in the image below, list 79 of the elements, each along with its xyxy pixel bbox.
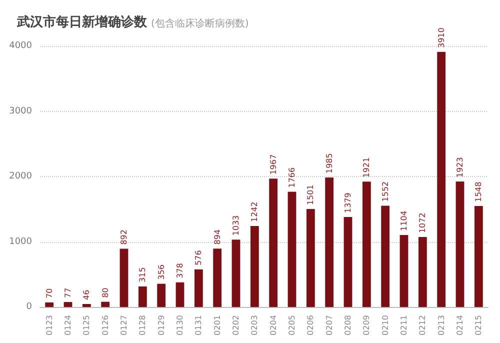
bar bbox=[250, 226, 259, 307]
bar bbox=[120, 248, 128, 307]
bar bbox=[381, 206, 390, 307]
x-tick-label: 0204 bbox=[268, 315, 278, 336]
bar bbox=[437, 52, 446, 307]
bar bbox=[456, 182, 464, 307]
y-tick-label: 3000 bbox=[9, 106, 32, 116]
bar bbox=[269, 178, 278, 307]
data-label: 356 bbox=[156, 264, 166, 280]
x-tick-label: 0128 bbox=[138, 315, 148, 336]
bar bbox=[474, 206, 483, 307]
x-tick-label: 0131 bbox=[194, 315, 204, 336]
x-tick-label: 0207 bbox=[324, 315, 334, 336]
x-tick-label: 0213 bbox=[436, 315, 446, 336]
bar bbox=[306, 209, 315, 307]
y-tick-label: 0 bbox=[26, 302, 32, 312]
data-label: 1921 bbox=[362, 157, 372, 178]
x-tick-label: 0201 bbox=[212, 315, 222, 336]
y-tick-label: 1000 bbox=[9, 236, 32, 247]
bar bbox=[362, 182, 371, 307]
data-label: 1985 bbox=[324, 153, 334, 174]
data-label: 80 bbox=[100, 288, 110, 298]
data-label: 378 bbox=[176, 263, 184, 278]
data-label: 1552 bbox=[380, 181, 390, 202]
x-tick-label: 0203 bbox=[250, 315, 260, 336]
x-tick-label: 0212 bbox=[418, 315, 428, 336]
x-tick-label: 0214 bbox=[456, 315, 464, 336]
x-tick-label: 0209 bbox=[362, 315, 372, 336]
data-label: 1501 bbox=[306, 184, 316, 206]
x-tick-label: 0125 bbox=[82, 315, 92, 336]
bar bbox=[176, 282, 184, 307]
data-label: 576 bbox=[194, 250, 204, 266]
data-label: 1033 bbox=[232, 215, 240, 236]
bar bbox=[232, 240, 240, 307]
bar bbox=[288, 192, 296, 307]
data-label: 1379 bbox=[344, 192, 352, 214]
y-tick-label: 4000 bbox=[9, 41, 32, 51]
data-label: 892 bbox=[120, 230, 128, 245]
data-label: 3910 bbox=[436, 28, 446, 48]
x-tick-label: 0215 bbox=[474, 315, 484, 336]
x-tick-label: 0123 bbox=[44, 315, 54, 336]
data-label: 1967 bbox=[268, 154, 278, 175]
data-label: 894 bbox=[212, 229, 222, 245]
bar bbox=[101, 302, 110, 307]
chart-subtitle: (包含临床诊断病例数) bbox=[151, 18, 249, 30]
x-tick-label: 0208 bbox=[344, 315, 352, 336]
bar bbox=[45, 302, 54, 307]
data-label: 70 bbox=[44, 288, 54, 298]
data-label: 1548 bbox=[474, 182, 484, 202]
x-tick-label: 0127 bbox=[120, 315, 128, 336]
bar bbox=[194, 269, 203, 307]
bar bbox=[418, 237, 427, 307]
x-tick-label: 0126 bbox=[100, 315, 110, 336]
x-tick-label: 0124 bbox=[64, 315, 72, 336]
bar bbox=[82, 304, 91, 307]
data-label: 77 bbox=[64, 288, 72, 298]
x-tick-label: 0130 bbox=[176, 315, 184, 336]
bar bbox=[213, 248, 222, 307]
data-label: 1104 bbox=[400, 210, 408, 231]
y-tick-label: 2000 bbox=[9, 172, 32, 182]
bar bbox=[344, 217, 352, 307]
data-label: 315 bbox=[138, 267, 148, 282]
x-tick-label: 0129 bbox=[156, 315, 166, 336]
x-tick-label: 0206 bbox=[306, 315, 316, 336]
bar bbox=[138, 286, 147, 307]
bar bbox=[64, 302, 72, 307]
bar bbox=[325, 177, 334, 307]
data-label: 1242 bbox=[250, 202, 260, 222]
x-tick-label: 0202 bbox=[232, 315, 240, 336]
data-label: 1072 bbox=[418, 212, 428, 234]
x-tick-label: 0210 bbox=[380, 315, 390, 336]
data-label: 1766 bbox=[288, 167, 296, 188]
x-tick-label: 0205 bbox=[288, 315, 296, 336]
bar bbox=[157, 284, 166, 307]
x-tick-label: 0211 bbox=[400, 315, 408, 336]
bar bbox=[400, 234, 408, 307]
chart-title: 武汉市每日新增确诊数 bbox=[16, 14, 148, 30]
data-label: 1923 bbox=[456, 157, 464, 178]
data-label: 46 bbox=[82, 290, 92, 300]
